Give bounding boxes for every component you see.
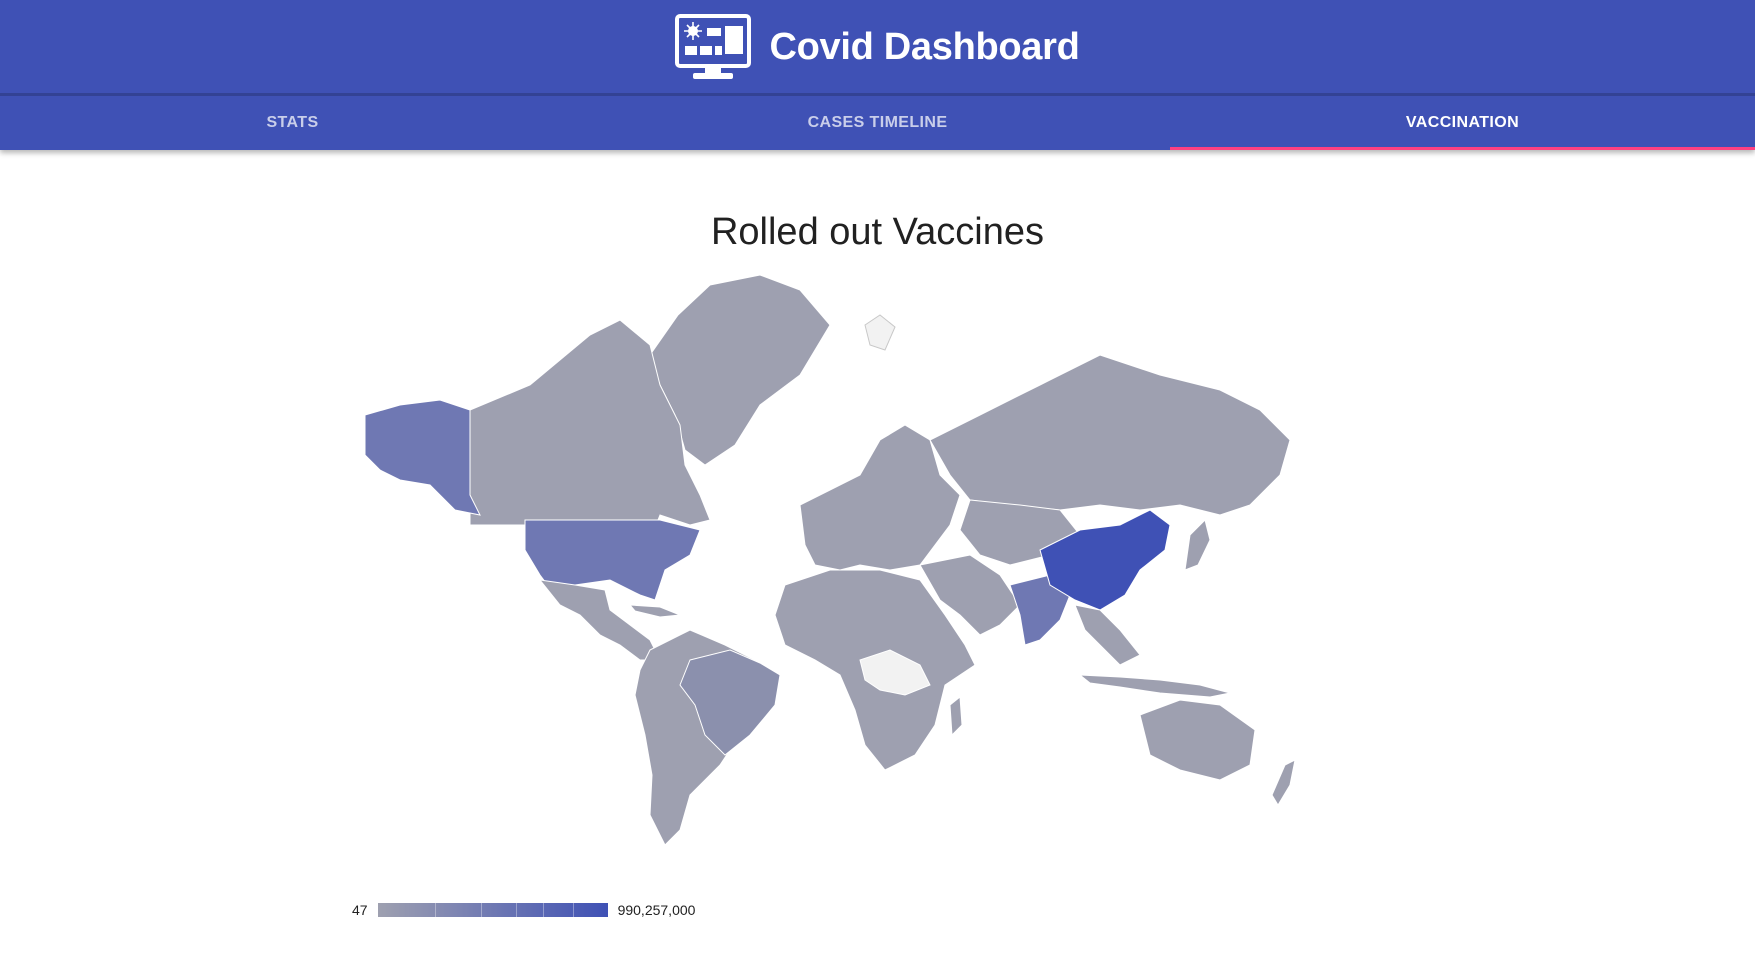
tab-label: STATS [266, 113, 319, 131]
region-europe[interactable] [799, 424, 961, 571]
region-brazil[interactable] [679, 649, 781, 756]
region-usa[interactable] [524, 519, 701, 601]
tab-label: VACCINATION [1405, 113, 1520, 131]
page-title: Rolled out Vaccines [710, 211, 1045, 254]
monitor-dashboard-icon [675, 13, 752, 79]
region-caribbean[interactable] [628, 604, 681, 618]
region-svalbard[interactable] [864, 314, 896, 351]
region-china[interactable] [1039, 509, 1171, 611]
tab-label: CASES TIMELINE [807, 113, 948, 131]
region-alaska[interactable] [364, 399, 481, 516]
brand: Covid Dashboard [675, 13, 1080, 82]
region-central-africa[interactable] [859, 649, 931, 696]
active-tab-indicator [1170, 147, 1755, 150]
region-russia[interactable] [929, 354, 1291, 516]
region-japan[interactable] [1184, 519, 1211, 571]
region-australia[interactable] [1139, 699, 1256, 781]
legend-gradient-bar [377, 903, 608, 917]
region-new-zealand[interactable] [1271, 759, 1296, 806]
appbar-divider [0, 93, 1755, 96]
tab-vaccination[interactable]: VACCINATION [1170, 95, 1755, 150]
legend-max-label: 990,257,000 [617, 902, 696, 918]
legend-min-label: 47 [352, 902, 368, 918]
app-bar: Covid Dashboard [0, 0, 1755, 95]
region-southeast-asia[interactable] [1074, 604, 1141, 666]
color-legend: 47 990,257,000 [352, 900, 695, 920]
world-map-svg[interactable] [360, 265, 1420, 935]
region-indonesia[interactable] [1078, 674, 1231, 698]
app-title: Covid Dashboard [769, 26, 1080, 68]
region-madagascar[interactable] [949, 696, 963, 737]
tab-cases-timeline[interactable]: CASES TIMELINE [585, 95, 1170, 150]
world-map[interactable] [360, 265, 1420, 935]
tab-stats[interactable]: STATS [0, 95, 585, 150]
region-middle-east[interactable] [919, 554, 1021, 636]
tab-bar: STATS CASES TIMELINE VACCINATION [0, 95, 1755, 150]
